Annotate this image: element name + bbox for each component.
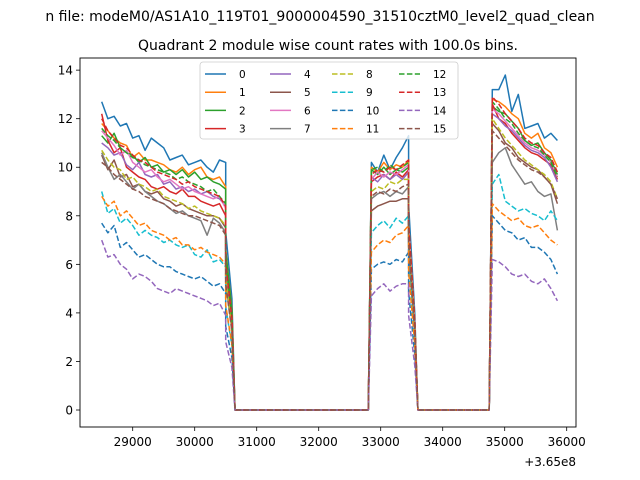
legend-label-7: 7 — [304, 124, 311, 136]
axes-frame — [79, 57, 577, 428]
legend-box — [199, 61, 459, 140]
series-line-14 — [100, 239, 559, 411]
legend-label-9: 9 — [366, 87, 373, 99]
series-line-15 — [101, 130, 559, 411]
x-tick-label: 33000 — [362, 435, 400, 449]
legend-label-12: 12 — [433, 69, 446, 81]
legend-label-10: 10 — [366, 105, 379, 117]
x-tick-label: 31000 — [238, 435, 276, 449]
legend-label-4: 4 — [304, 69, 311, 81]
x-tick-label: 30000 — [176, 435, 214, 449]
series-lines — [100, 74, 559, 411]
figure-suptitle: n file: modeM0/AS1A10_119T01_9000004590_… — [45, 9, 594, 25]
legend-label-3: 3 — [239, 124, 246, 136]
legend-label-15: 15 — [433, 124, 446, 136]
legend-label-1: 1 — [239, 87, 246, 99]
legend-label-6: 6 — [304, 105, 311, 117]
chart-title: Quadrant 2 module wise count rates with … — [138, 38, 518, 54]
legend-label-8: 8 — [366, 69, 373, 81]
legend-label-13: 13 — [433, 87, 446, 99]
y-tick-label: 8 — [65, 209, 73, 223]
x-tick-label: 36000 — [548, 435, 586, 449]
legend-label-11: 11 — [366, 124, 379, 136]
legend-label-0: 0 — [239, 69, 246, 81]
y-tick-label: 10 — [58, 161, 73, 175]
series-line-13 — [101, 96, 559, 411]
series-line-10 — [101, 215, 559, 411]
y-tick-label: 12 — [58, 112, 73, 126]
y-tick-label: 4 — [65, 306, 73, 320]
x-tick-label: 34000 — [424, 435, 462, 449]
x-tick-label: 35000 — [486, 435, 524, 449]
y-tick-label: 0 — [65, 404, 73, 418]
y-tick-label: 14 — [58, 64, 73, 78]
x-offset-label: +3.65e8 — [524, 455, 576, 469]
x-tick-label: 32000 — [300, 435, 338, 449]
x-tick-label: 29000 — [114, 435, 152, 449]
x-axis: 29000 30000 31000 32000 33000 34000 35000 36000 — [114, 427, 586, 449]
y-axis: 0 2 4 6 8 10 12 14 — [58, 64, 80, 418]
series-line-11 — [101, 195, 558, 411]
legend-label-2: 2 — [239, 105, 246, 117]
y-tick-label: 2 — [65, 355, 73, 369]
y-tick-label: 6 — [65, 258, 73, 272]
legend-label-14: 14 — [433, 105, 447, 117]
legend-label-5: 5 — [304, 87, 311, 99]
